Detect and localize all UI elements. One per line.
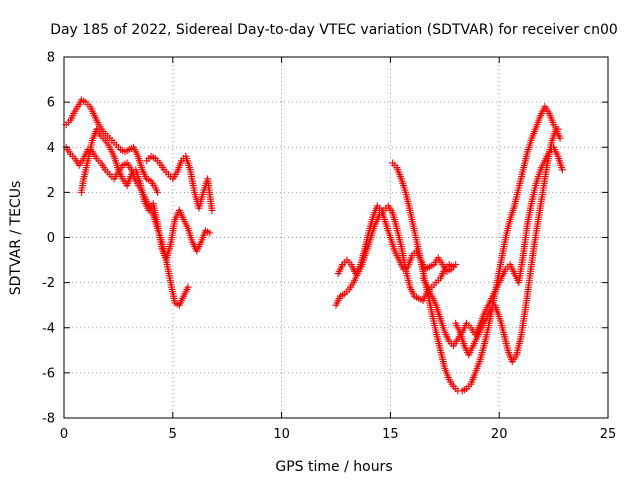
y-tick-label: -6 [42, 366, 55, 381]
data-point [558, 166, 566, 174]
y-tick-label: 6 [47, 96, 55, 111]
data-point [184, 283, 192, 291]
y-tick-label: -4 [42, 321, 55, 336]
series-track-5 [332, 202, 458, 309]
y-tick-label: -2 [42, 276, 55, 291]
data-point [154, 188, 162, 196]
series-track-4 [143, 152, 216, 214]
y-tick-label: 2 [47, 186, 55, 201]
series-track-1 [62, 96, 162, 196]
y-tick-label: 4 [47, 141, 55, 156]
x-tick-label: 20 [491, 427, 508, 442]
data-points [62, 96, 566, 395]
grid [64, 57, 608, 418]
data-point [556, 134, 564, 142]
series-track-3 [77, 125, 214, 264]
data-point [208, 206, 216, 214]
data-point [206, 229, 214, 237]
y-tick-label: -8 [42, 412, 55, 427]
x-tick-label: 25 [600, 427, 617, 442]
data-point [452, 261, 460, 269]
series-track-9 [452, 125, 564, 366]
chart-title: Day 185 of 2022, Sidereal Day-to-day VTE… [50, 22, 618, 38]
y-tick-label: 0 [47, 231, 55, 246]
x-tick-label: 5 [169, 427, 177, 442]
x-tick-label: 0 [60, 427, 68, 442]
axes: 0 5 10 15 20 25 -8 -6 -4 -2 0 2 4 6 8 [42, 51, 616, 443]
x-tick-label: 10 [273, 427, 290, 442]
x-tick-label: 15 [382, 427, 399, 442]
y-tick-label: 8 [47, 51, 55, 66]
x-axis-label: GPS time / hours [275, 459, 392, 475]
y-axis-label: SDTVAR / TECUs [8, 181, 24, 296]
